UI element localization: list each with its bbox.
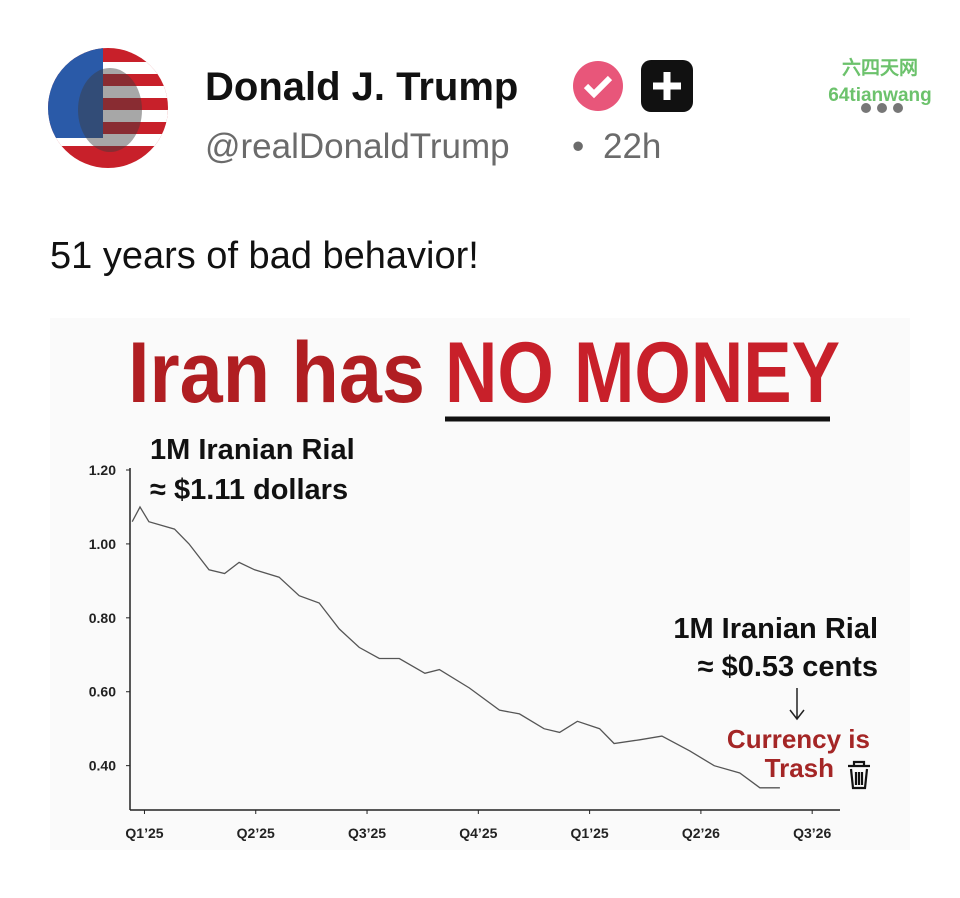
trash-icon: [848, 760, 870, 790]
annotation: Trash: [765, 753, 834, 783]
plus-icon: [653, 72, 681, 100]
x-tick-label: Q2’25: [237, 825, 275, 841]
separator: •: [572, 127, 584, 166]
verified-check: [583, 75, 613, 99]
chart-title-emphasis: NO MONEY: [445, 325, 840, 421]
author-name[interactable]: Donald J. Trump: [205, 65, 518, 109]
x-tick-label: Q4’25: [459, 825, 497, 841]
post-time: 22h: [603, 127, 661, 166]
more-menu[interactable]: [861, 103, 903, 113]
y-tick-label: 0.40: [89, 758, 116, 774]
x-tick-label: Q1’25: [571, 825, 609, 841]
annotation: 1M Iranian Rial: [150, 434, 355, 466]
annotation: ≈ $1.11 dollars: [150, 474, 348, 506]
arrow: [789, 688, 805, 721]
annotation: ≈ $0.53 cents: [698, 651, 878, 683]
annotation: 1M Iranian Rial: [673, 613, 878, 645]
y-tick-label: 1.20: [89, 462, 116, 478]
price-line: [131, 505, 780, 789]
plot: 1.20 1.00 0.80 0.60 0.40 Q1’25 Q2’25 Q3’25 Q4’25…: [89, 462, 840, 841]
x-tick-label: Q2’26: [682, 825, 720, 841]
x-tick-label: Q1’25: [125, 825, 163, 841]
y-tick-label: 0.60: [89, 684, 116, 700]
chart-image[interactable]: [50, 318, 910, 850]
x-tick-label: Q3’26: [793, 825, 831, 841]
author-handle[interactable]: @realDonaldTrump: [205, 127, 510, 166]
x-tick-label: Q3’25: [348, 825, 386, 841]
watermark: 64tianwang: [828, 85, 931, 106]
watermark-cn: 六四天网: [842, 56, 918, 79]
y-tick-label: 1.00: [89, 536, 116, 552]
y-tick-label: 0.80: [89, 610, 116, 626]
avatar[interactable]: [48, 48, 168, 168]
chart-title: Iran has: [128, 325, 425, 421]
annotation: Currency is: [727, 724, 870, 754]
post-text: 51 years of bad behavior!: [50, 235, 479, 277]
